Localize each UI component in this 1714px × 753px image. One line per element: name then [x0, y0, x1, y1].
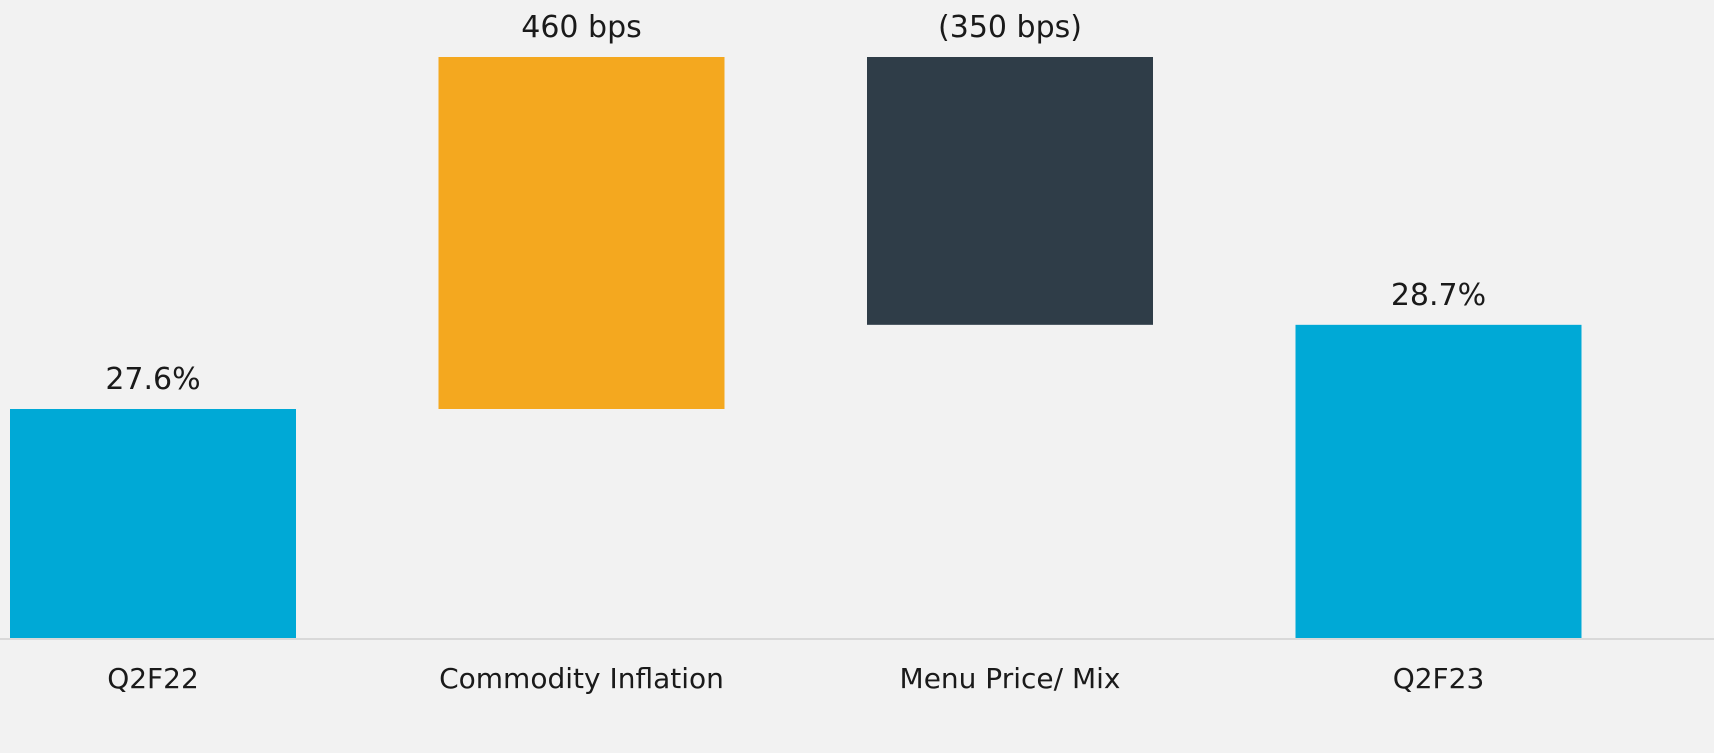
category-labels-group: Q2F22 Commodity Inflation Menu Price/ Mix Q…	[107, 662, 1484, 695]
category-label-menu-price-mix: Menu Price/ Mix	[900, 662, 1121, 695]
value-label-menu-price-mix: (350 bps)	[938, 10, 1082, 45]
bar-commodity-inflation	[438, 57, 725, 409]
bars-group	[10, 57, 1582, 638]
value-label-q2f22: 27.6%	[105, 362, 200, 397]
bar-q2f23	[1295, 324, 1582, 638]
value-label-commodity-inflation: 460 bps	[521, 10, 642, 45]
value-labels-group: 27.6% 460 bps (350 bps) 28.7%	[105, 10, 1486, 397]
bar-menu-price-mix	[867, 57, 1153, 325]
category-label-q2f23: Q2F23	[1393, 662, 1485, 695]
bar-q2f22	[10, 409, 296, 638]
category-label-commodity-inflation: Commodity Inflation	[439, 662, 724, 695]
value-label-q2f23: 28.7%	[1391, 278, 1486, 313]
category-label-q2f22: Q2F22	[107, 662, 199, 695]
